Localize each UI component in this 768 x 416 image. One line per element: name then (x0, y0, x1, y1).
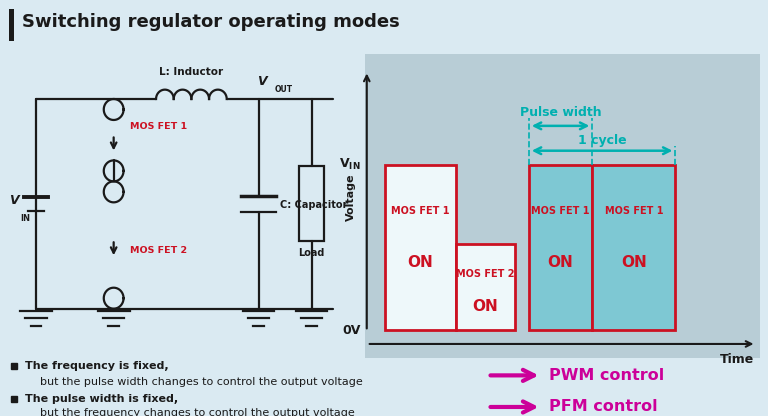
Text: MOS FET 2: MOS FET 2 (130, 245, 187, 255)
Text: The frequency is fixed,: The frequency is fixed, (25, 361, 168, 371)
Text: 1 cycle: 1 cycle (578, 134, 627, 147)
Text: ON: ON (621, 255, 647, 270)
Text: but the pulse width changes to control the output voltage: but the pulse width changes to control t… (40, 377, 362, 387)
Text: PFM control: PFM control (549, 399, 657, 414)
Bar (385, 164, 455, 330)
Text: Voltage: Voltage (346, 174, 356, 221)
Text: V: V (9, 194, 19, 207)
Text: L: Inductor: L: Inductor (159, 67, 223, 77)
Text: MOS FET 1: MOS FET 1 (531, 206, 590, 216)
Text: Load: Load (298, 248, 325, 258)
Text: Time: Time (720, 353, 754, 366)
Text: C: Capacitor: C: Capacitor (280, 200, 347, 210)
Text: The pulse width is fixed,: The pulse width is fixed, (25, 394, 177, 404)
Text: ON: ON (407, 255, 433, 270)
Text: MOS FET 2: MOS FET 2 (456, 269, 515, 279)
Text: Switching regulator operating modes: Switching regulator operating modes (22, 13, 399, 32)
Text: but the frequency changes to control the output voltage: but the frequency changes to control the… (40, 408, 355, 416)
Text: 0V: 0V (343, 324, 361, 337)
Bar (529, 164, 592, 330)
Text: MOS FET 1: MOS FET 1 (130, 122, 187, 131)
Text: OUT: OUT (274, 85, 293, 94)
Text: Pulse width: Pulse width (520, 106, 601, 119)
Text: ON: ON (472, 299, 498, 314)
Text: PWM control: PWM control (549, 368, 664, 383)
Text: V: V (257, 75, 266, 88)
Bar (300, 166, 324, 241)
Bar (592, 164, 675, 330)
Bar (455, 244, 515, 330)
Text: $\mathbf{V_{IN}}$: $\mathbf{V_{IN}}$ (339, 157, 361, 172)
Text: MOS FET 1: MOS FET 1 (604, 206, 663, 216)
Bar (9, 9, 14, 41)
Text: ON: ON (548, 255, 574, 270)
Text: MOS FET 1: MOS FET 1 (391, 206, 449, 216)
Text: IN: IN (20, 213, 30, 223)
